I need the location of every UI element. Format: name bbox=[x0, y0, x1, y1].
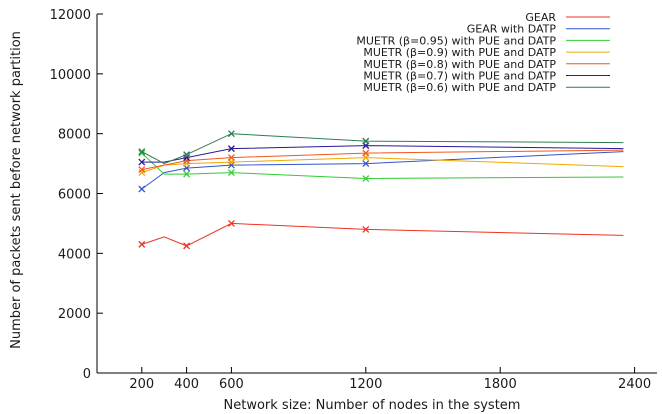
plot-area: 0 2000 4000 6000 8000 10000 12000 200 400 600 1200… bbox=[50, 8, 657, 392]
y-tick-label: 4000 bbox=[58, 247, 91, 262]
marker-stroke bbox=[138, 240, 146, 248]
data-point-marker bbox=[183, 151, 191, 159]
marker-stroke bbox=[138, 169, 146, 177]
data-point-marker bbox=[362, 175, 370, 183]
series-line bbox=[141, 133, 624, 165]
series-6 bbox=[138, 142, 624, 166]
marker-stroke bbox=[138, 149, 146, 157]
series-3 bbox=[138, 149, 624, 183]
data-point-marker bbox=[362, 225, 370, 233]
legend-label: GEAR bbox=[525, 11, 556, 24]
marker-stroke bbox=[183, 160, 191, 168]
data-point-marker bbox=[227, 161, 235, 169]
y-tick-label: 6000 bbox=[58, 188, 91, 203]
marker-stroke bbox=[183, 242, 191, 250]
series-line bbox=[141, 157, 624, 174]
marker-stroke bbox=[138, 185, 146, 193]
x-tick-label: 1800 bbox=[484, 377, 517, 392]
marker-stroke bbox=[362, 137, 370, 145]
legend-label: MUETR (β=0.7) with PUE and DATP bbox=[363, 70, 556, 83]
data-point-marker bbox=[138, 149, 146, 157]
series-line bbox=[141, 145, 624, 163]
series-7 bbox=[138, 130, 624, 165]
marker-stroke bbox=[138, 166, 146, 174]
series-layer bbox=[138, 130, 624, 250]
series-line bbox=[141, 151, 624, 190]
marker-stroke bbox=[183, 170, 191, 178]
data-point-marker bbox=[183, 157, 191, 165]
data-point-marker bbox=[138, 148, 146, 156]
series-5 bbox=[138, 149, 624, 174]
x-axis-label: Network size: Number of nodes in the sys… bbox=[224, 398, 521, 413]
marker-stroke bbox=[362, 175, 370, 183]
data-point-marker bbox=[138, 169, 146, 177]
data-point-marker bbox=[183, 160, 191, 168]
y-tick-label: 8000 bbox=[58, 128, 91, 143]
y-tick-label: 0 bbox=[83, 367, 91, 382]
y-axis-label: Number of packets sent before network pa… bbox=[9, 31, 24, 349]
data-point-marker bbox=[138, 158, 146, 166]
data-point-marker bbox=[183, 242, 191, 250]
data-point-marker bbox=[227, 145, 235, 153]
data-point-marker bbox=[183, 170, 191, 178]
marker-stroke bbox=[138, 158, 146, 166]
x-tick-label: 200 bbox=[129, 377, 154, 392]
data-point-marker bbox=[362, 137, 370, 145]
y-tick-label: 12000 bbox=[50, 8, 91, 23]
y-tick-label: 2000 bbox=[58, 307, 91, 322]
data-point-marker bbox=[227, 154, 235, 162]
marker-stroke bbox=[138, 148, 146, 156]
x-tick-label: 600 bbox=[219, 377, 244, 392]
series-1 bbox=[138, 219, 624, 250]
y-tick-label: 10000 bbox=[50, 68, 91, 83]
data-point-marker bbox=[227, 219, 235, 227]
marker-stroke bbox=[362, 225, 370, 233]
data-point-marker bbox=[227, 169, 235, 177]
x-tick-label: 1200 bbox=[349, 377, 382, 392]
marker-stroke bbox=[227, 145, 235, 153]
marker-stroke bbox=[183, 151, 191, 159]
marker-stroke bbox=[362, 149, 370, 157]
legend-label: MUETR (β=0.6) with PUE and DATP bbox=[363, 81, 556, 94]
x-tick-label: 2400 bbox=[618, 377, 651, 392]
series-line bbox=[141, 222, 624, 247]
data-point-marker bbox=[362, 160, 370, 168]
data-point-marker bbox=[138, 240, 146, 248]
data-point-marker bbox=[138, 185, 146, 193]
marker-stroke bbox=[227, 169, 235, 177]
data-point-marker bbox=[138, 166, 146, 174]
legend-label: MUETR (β=0.95) with PUE and DATP bbox=[356, 34, 556, 47]
series-line bbox=[141, 149, 624, 171]
marker-stroke bbox=[183, 154, 191, 162]
marker-stroke bbox=[227, 161, 235, 169]
series-line bbox=[141, 152, 624, 180]
marker-stroke bbox=[227, 154, 235, 162]
marker-stroke bbox=[362, 160, 370, 168]
marker-stroke bbox=[227, 130, 235, 138]
x-tick-label: 400 bbox=[174, 377, 199, 392]
legend-label: MUETR (β=0.8) with PUE and DATP bbox=[363, 58, 556, 71]
data-point-marker bbox=[362, 149, 370, 157]
data-point-marker bbox=[227, 130, 235, 138]
series-4 bbox=[138, 154, 624, 177]
legend-label: MUETR (β=0.9) with PUE and DATP bbox=[363, 46, 556, 59]
legend-label: GEAR with DATP bbox=[467, 23, 557, 36]
marker-stroke bbox=[227, 219, 235, 227]
marker-stroke bbox=[183, 157, 191, 165]
